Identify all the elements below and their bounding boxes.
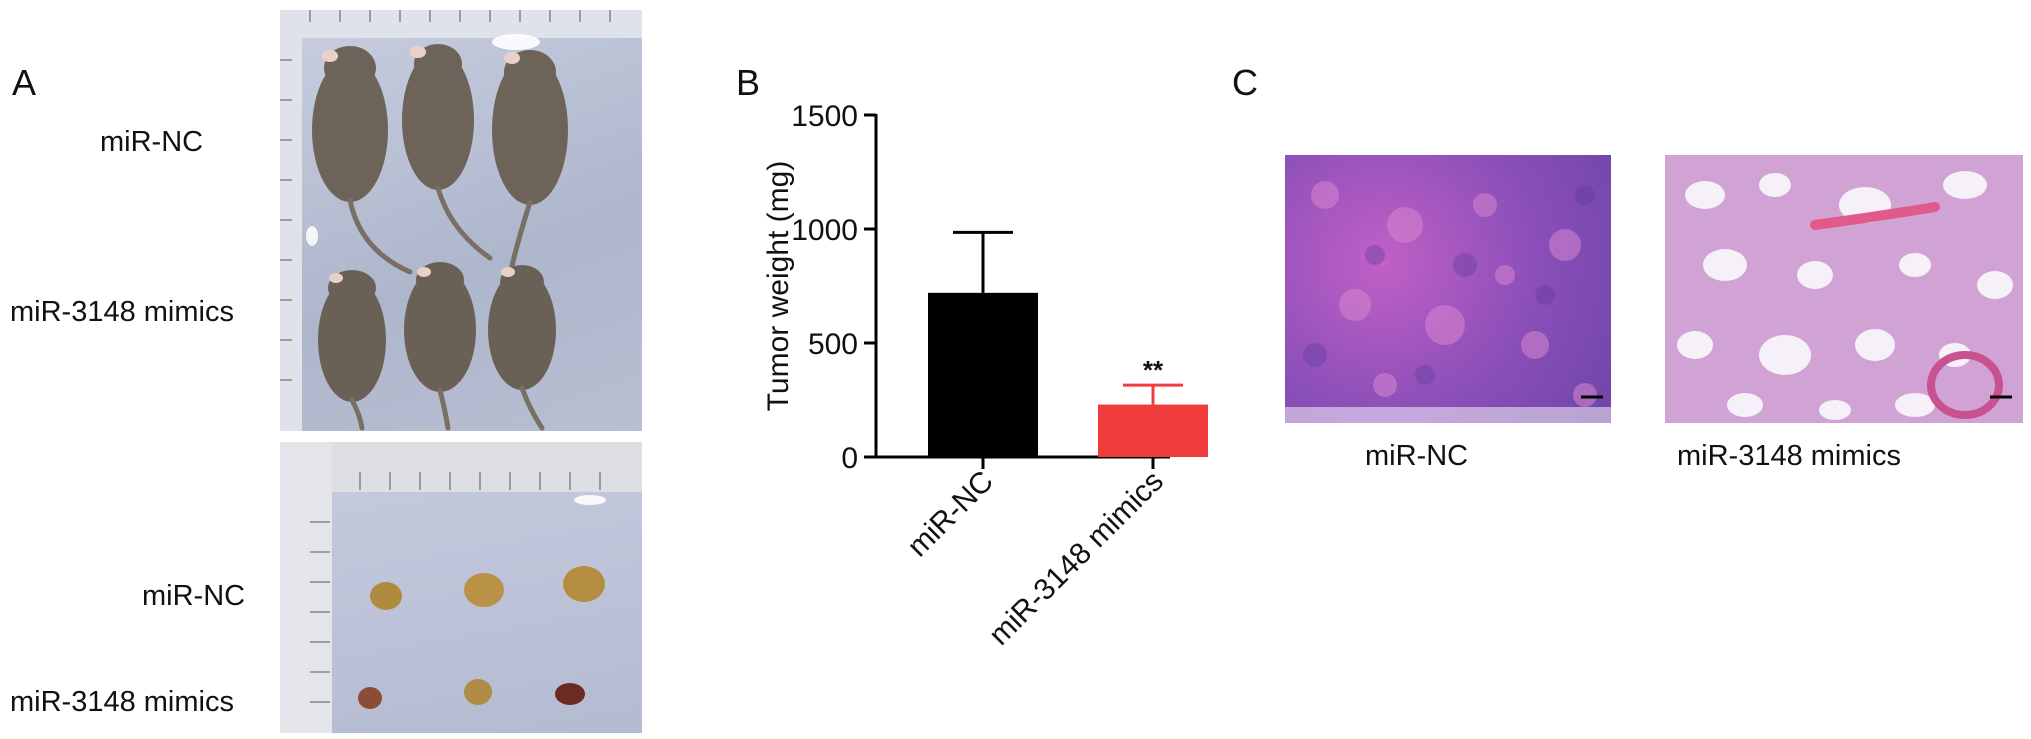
tumor-weight-chart: 0 500 1000 1500 Tumor weight (mg) miR-NCmiR-3… xyxy=(762,100,1208,652)
histology-caption-nc: miR-NC xyxy=(1365,440,1469,472)
tumor-photo xyxy=(280,442,642,733)
photo-top-label-mimics: miR-3148 mimics xyxy=(10,296,234,328)
histology-caption-mimics: miR-3148 mimics xyxy=(1677,440,1901,472)
histology-image-mimics xyxy=(1665,155,2023,423)
panel-b-letter: B xyxy=(736,62,761,103)
bar-0 xyxy=(928,292,1038,457)
panel-a-letter: A xyxy=(12,62,37,103)
tumor-photo-graphic xyxy=(280,442,642,733)
mice-photo xyxy=(280,10,642,431)
bar-1 xyxy=(1098,404,1208,457)
y-tick-label-0: 0 xyxy=(841,442,858,475)
photo-bottom-label-mimics: miR-3148 mimics xyxy=(10,686,234,718)
histology-texture-mimics xyxy=(1665,155,2023,423)
x-tick-label-0: miR-NC xyxy=(901,465,1000,564)
significance-marker-0: ** xyxy=(1143,355,1164,385)
y-axis-label: Tumor weight (mg) xyxy=(762,161,795,412)
panel-c-letter: C xyxy=(1232,62,1258,103)
photo-bottom-label-nc: miR-NC xyxy=(142,580,246,612)
y-tick-label-1: 500 xyxy=(808,328,858,361)
photo-top-label-nc: miR-NC xyxy=(100,126,204,158)
x-tick-label-1: miR-3148 mimics xyxy=(983,465,1170,652)
y-tick-label-3: 1500 xyxy=(791,100,858,133)
histology-texture-nc xyxy=(1285,181,1611,423)
mice-photo-graphic xyxy=(280,10,642,431)
histology-image-nc xyxy=(1285,155,1611,423)
y-tick-label-2: 1000 xyxy=(791,214,858,247)
